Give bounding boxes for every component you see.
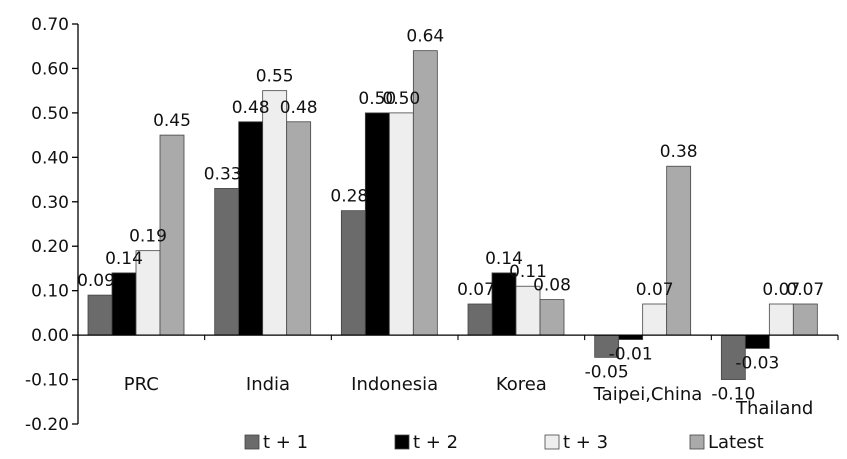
bar-latest [539,299,565,336]
legend-label: t + 3 [563,432,608,453]
data-label: -0.05 [585,362,629,382]
category-label: Taipei,China [593,384,703,405]
bar-tplus3 [515,285,541,336]
bar-latest [159,134,185,336]
bar-tplus2 [111,272,137,336]
y-axis: 0.70 0.60 0.50 0.40 0.30 0.20 0.10 0.00 -0.10 -0.… [25,15,79,435]
y-tick-label: 0.10 [31,282,69,302]
legend-label: Latest [708,432,764,453]
y-tick-label: 0.20 [31,237,69,257]
data-label: 0.11 [509,262,547,282]
data-label: 0.50 [382,89,420,109]
data-label: 0.09 [77,271,115,291]
bar-tplus2 [364,112,390,336]
data-label: -0.10 [711,385,755,405]
bar-tplus3 [388,112,414,336]
data-label: 0.38 [660,142,698,162]
legend-label: t + 1 [263,432,308,453]
bar-tplus2 [744,334,770,349]
legend-swatch [544,434,560,450]
data-label: 0.55 [256,67,294,87]
data-label: 0.14 [485,249,523,269]
category-label: Indonesia [351,374,438,395]
bar-tplus2 [618,334,644,340]
category-label: Thailand [735,398,813,419]
data-label: 0.07 [786,280,824,300]
y-tick-label: -0.10 [25,371,69,391]
data-label: 0.07 [762,280,800,300]
bar-latest [666,165,692,336]
category-label: PRC [124,374,159,395]
data-label: 0.48 [280,98,318,118]
legend-swatch [394,434,410,450]
data-label: 0.07 [457,280,495,300]
data-label: 0.28 [330,187,368,207]
data-label: 0.45 [153,111,191,131]
bar-latest [412,50,438,336]
data-label: 0.64 [406,27,444,47]
legend: t + 1 t + 2 t + 3 Latest [244,432,764,453]
bar-latest [792,303,818,336]
category-label: India [246,374,290,395]
data-label: 0.08 [533,276,571,296]
legend-label: t + 2 [413,432,458,453]
bar-tplus1 [340,210,366,336]
bar-tplus3 [262,90,288,336]
bar-tplus2 [238,121,264,336]
data-label: 0.33 [204,164,242,184]
data-label: 0.48 [232,98,270,118]
bar-tplus3 [135,250,161,336]
x-axis: PRC India Indonesia Korea Taipei,China Thaila… [77,334,839,419]
y-tick-label: 0.00 [31,326,69,346]
bar-tplus3 [642,303,668,336]
data-label: 0.14 [105,249,143,269]
data-labels: 0.090.140.190.450.330.480.550.480.280.50… [77,27,824,405]
data-label: 0.50 [358,89,396,109]
bar-tplus1 [720,334,746,380]
bar-tplus1 [214,188,240,336]
legend-swatch [689,434,705,450]
y-tick-label: 0.40 [31,148,69,168]
bar-latest [286,121,312,336]
y-tick-label: 0.30 [31,193,69,213]
y-tick-label: 0.70 [31,15,69,35]
category-label: Korea [496,374,547,395]
data-label: 0.07 [636,280,674,300]
y-tick-label: 0.50 [31,104,69,124]
bar-tplus2 [491,272,517,336]
data-label: -0.01 [609,345,653,365]
bars [87,50,818,380]
bar-tplus1 [87,294,113,336]
data-label: -0.03 [735,353,779,373]
bar-tplus1 [467,303,493,336]
data-label: 0.19 [129,227,167,247]
y-tick-label: 0.60 [31,59,69,79]
y-tick-label: -0.20 [25,415,69,435]
bar-tplus3 [768,303,794,336]
legend-swatch [244,434,260,450]
